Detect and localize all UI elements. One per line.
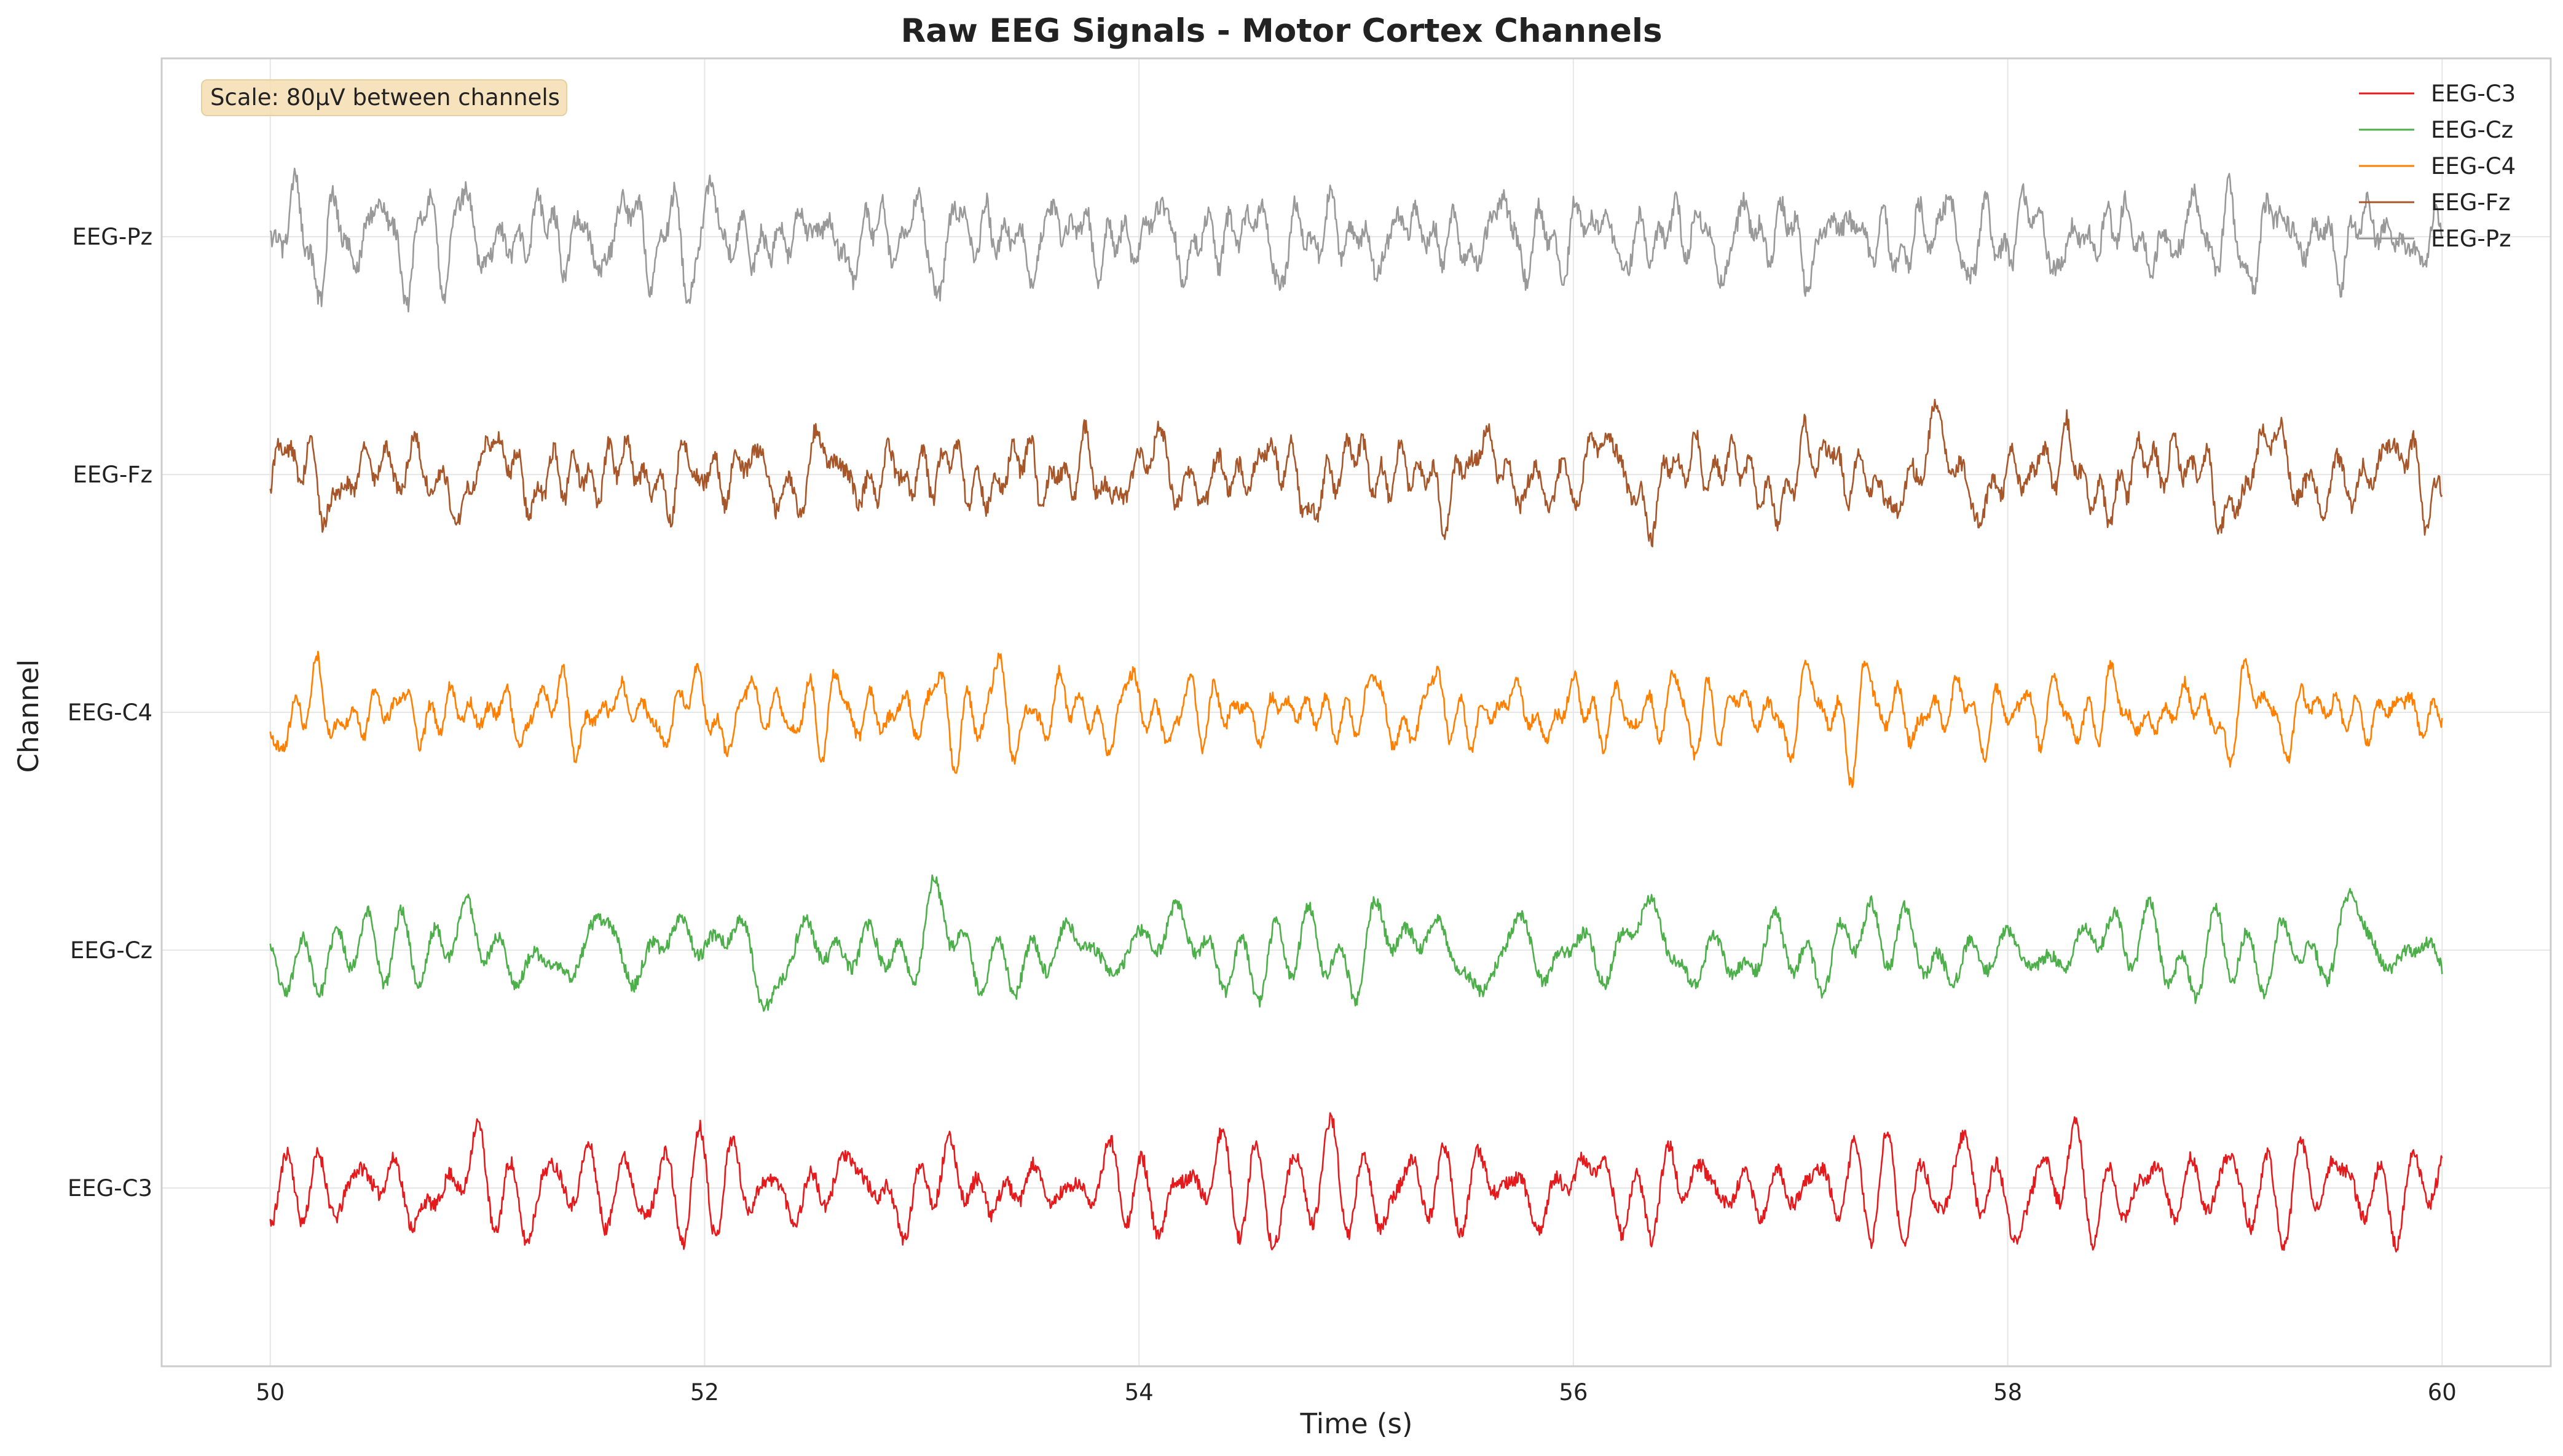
x-tick-label: 54 xyxy=(1125,1379,1154,1406)
series-lines xyxy=(269,167,2443,1253)
chart-title: Raw EEG Signals - Motor Cortex Channels xyxy=(900,12,1662,50)
scale-annotation: Scale: 80μV between channels xyxy=(201,79,567,116)
x-tick-label: 52 xyxy=(690,1379,719,1406)
series-line-eeg-fz xyxy=(269,398,2443,548)
y-tick-label: EEG-Cz xyxy=(70,937,152,964)
y-tick-label: EEG-Fz xyxy=(73,462,152,488)
legend-label: EEG-Cz xyxy=(2431,117,2513,143)
x-axis-ticks: 50 52 54 56 58 60 xyxy=(256,1379,2457,1406)
y-axis-ticks: EEG-C3 EEG-Cz EEG-C4 EEG-Fz EEG-Pz xyxy=(68,224,152,1202)
x-axis-label: Time (s) xyxy=(1300,1407,1413,1440)
y-axis-label: Channel xyxy=(12,659,45,773)
legend: EEG-C3 EEG-Cz EEG-C4 EEG-Fz EEG-Pz xyxy=(2359,81,2516,252)
x-tick-label: 58 xyxy=(1993,1379,2022,1406)
legend-label: EEG-Fz xyxy=(2431,189,2510,216)
y-tick-label: EEG-C3 xyxy=(68,1175,152,1202)
y-tick-label: EEG-Pz xyxy=(72,224,152,250)
scale-annotation-text: Scale: 80μV between channels xyxy=(210,84,560,111)
x-tick-label: 60 xyxy=(2428,1379,2457,1406)
scale-annotation-box xyxy=(201,79,567,116)
axes-frame xyxy=(160,57,2552,1367)
x-tick-label: 50 xyxy=(256,1379,285,1406)
series-line-eeg-c3 xyxy=(269,1112,2443,1253)
y-tick-label: EEG-C4 xyxy=(68,699,152,726)
series-line-eeg-cz xyxy=(269,874,2443,1012)
grid xyxy=(162,58,2551,1366)
series-line-eeg-c4 xyxy=(269,650,2443,789)
legend-label: EEG-Pz xyxy=(2431,226,2511,252)
legend-label: EEG-C3 xyxy=(2431,81,2516,107)
series-line-eeg-pz xyxy=(269,167,2443,313)
legend-label: EEG-C4 xyxy=(2431,153,2516,179)
x-tick-label: 56 xyxy=(1559,1379,1588,1406)
